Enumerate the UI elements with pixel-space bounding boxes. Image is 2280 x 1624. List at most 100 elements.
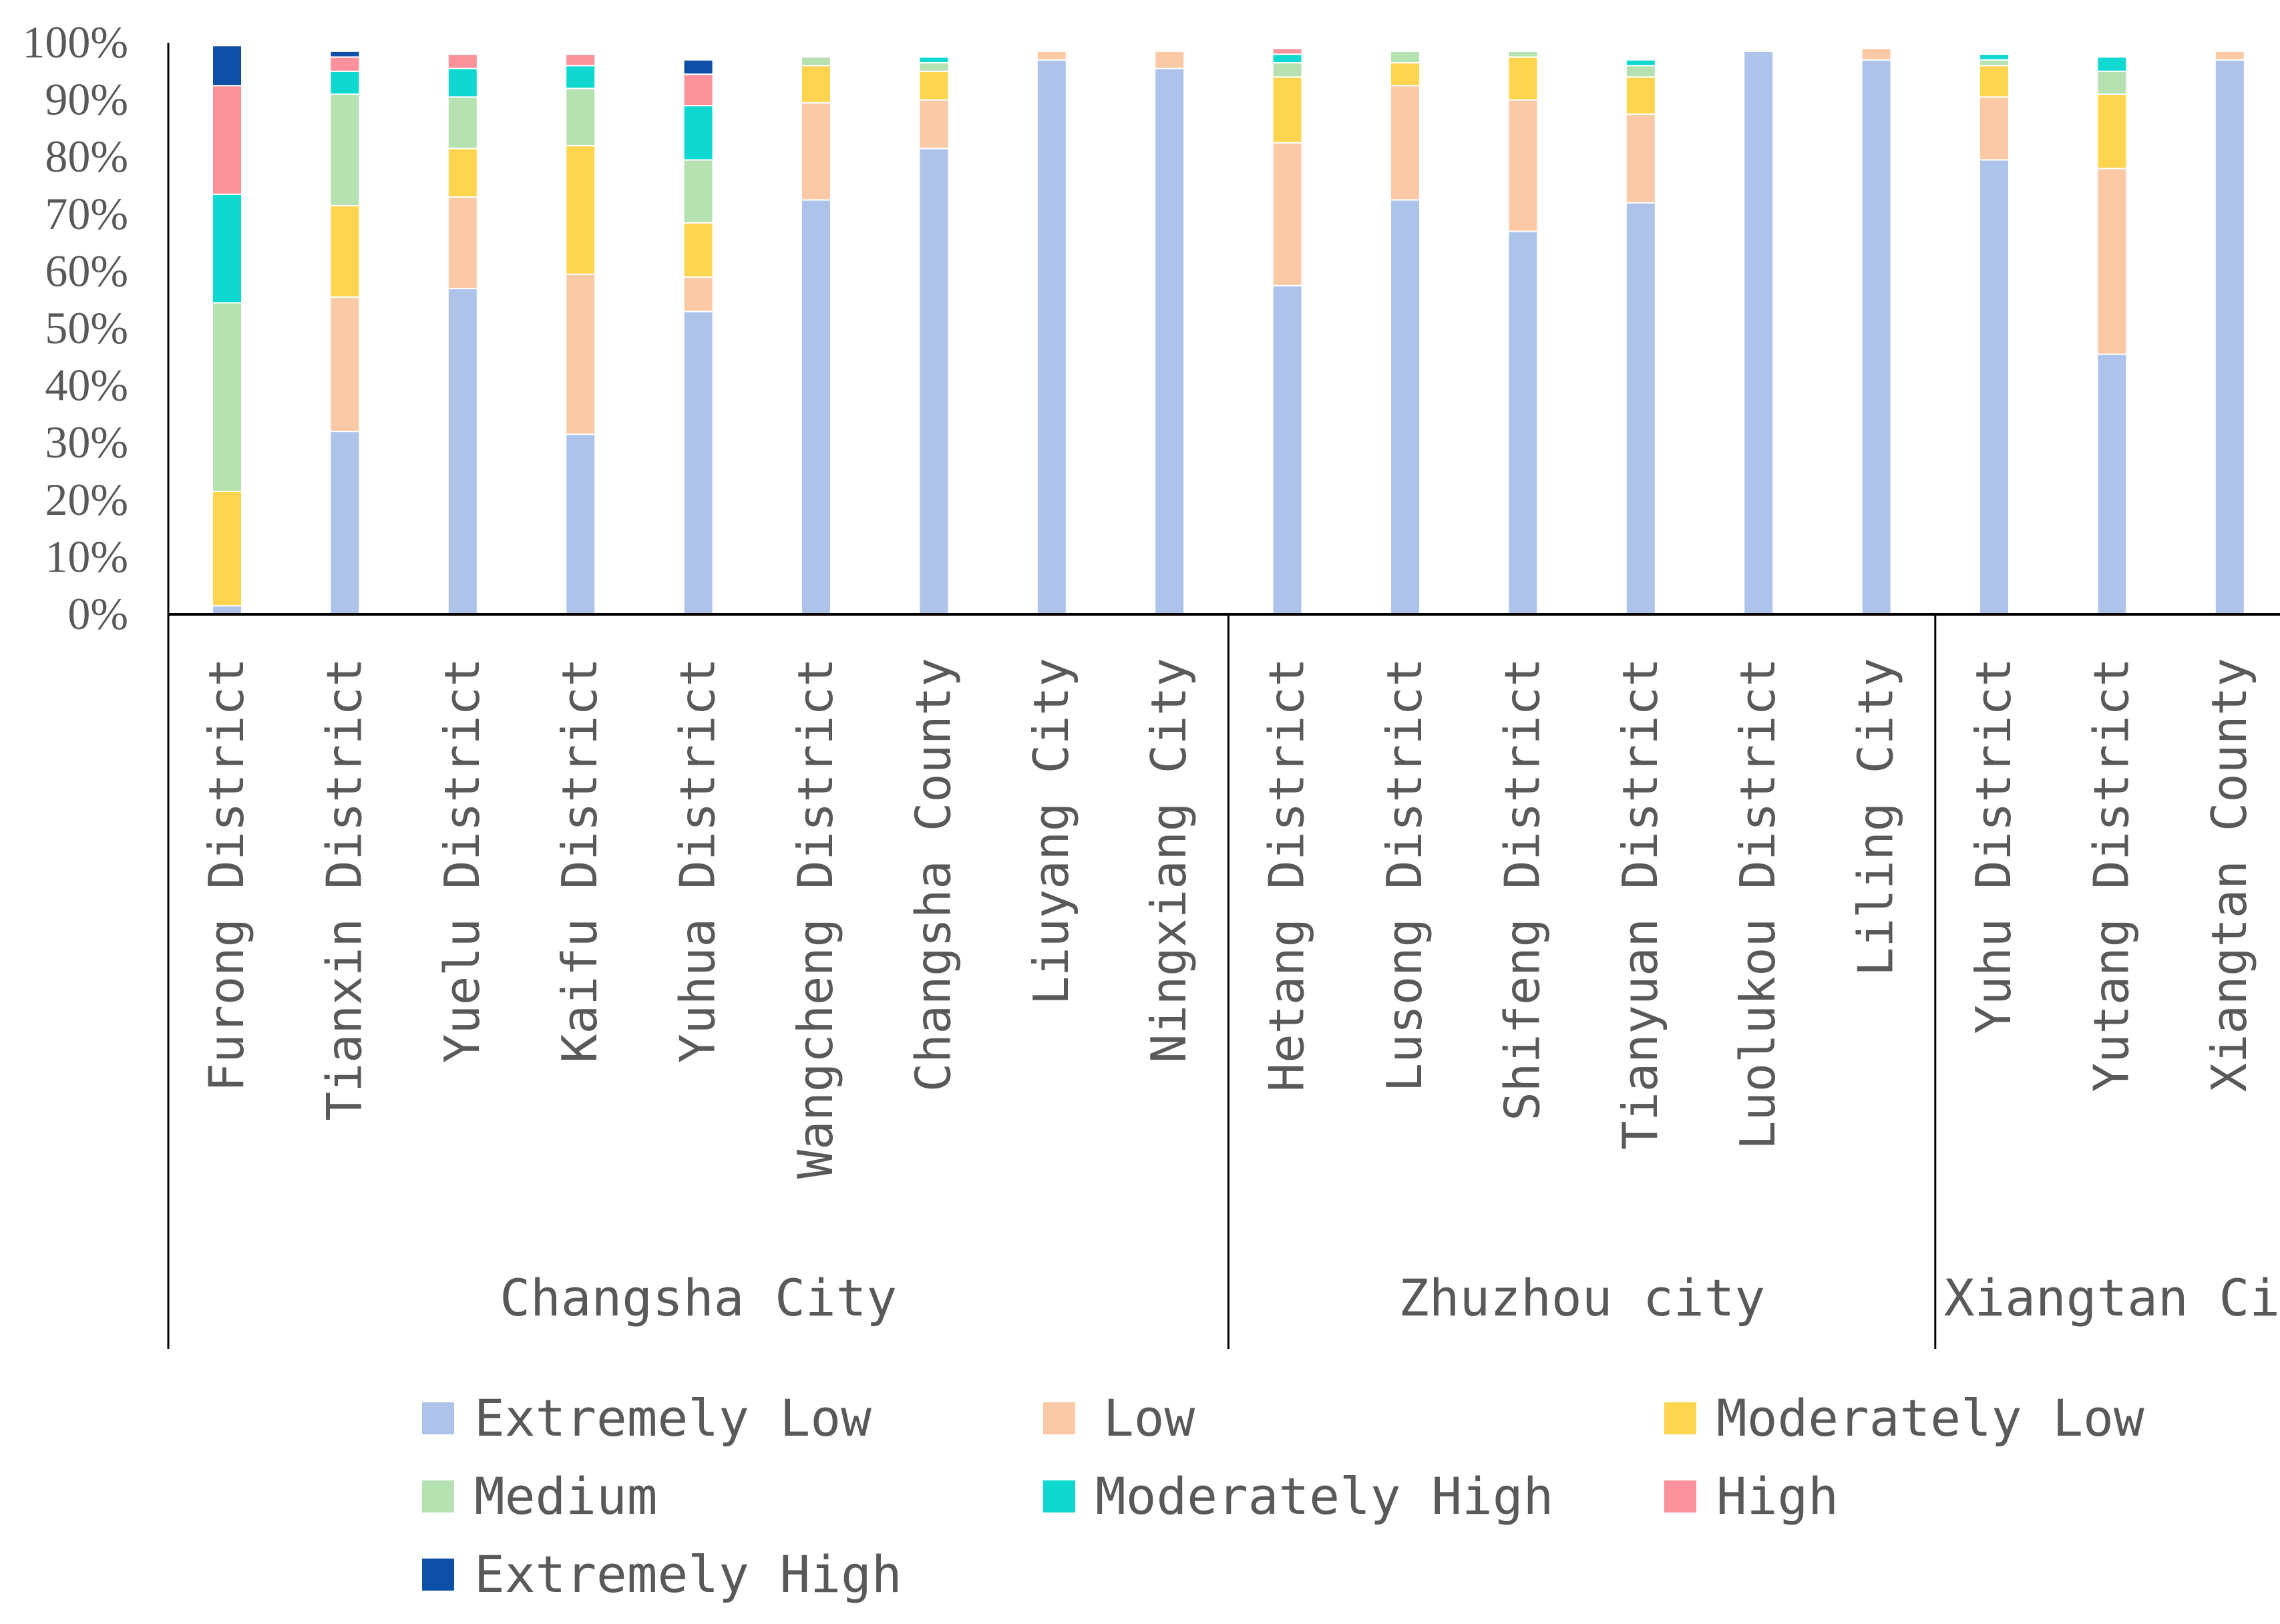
- bar-segment-kaifu-district-medium: [565, 87, 596, 147]
- bar-segment-yuhu-district-moderately-high: [1979, 53, 2010, 61]
- bar-segment-tianyuan-district-moderately-low: [1625, 76, 1656, 115]
- bar-segment-shifeng-district-moderately-low: [1507, 56, 1539, 101]
- bar-segment-yuhu-district-extremely-low: [1979, 159, 2010, 616]
- bar-segment-tianyuan-district-low: [1625, 114, 1656, 204]
- bar-segment-liuyang-city-low: [1036, 50, 1067, 61]
- legend-swatch-medium: [422, 1480, 454, 1512]
- bar-segment-hetang-district-moderately-high: [1272, 53, 1303, 63]
- y-tick-label: 0%: [67, 588, 128, 639]
- bar-segment-changsha-county-moderately-low: [918, 70, 950, 101]
- x-category-label-lusong-district: Lusong District: [1376, 658, 1433, 1092]
- y-tick-label: 90%: [45, 74, 128, 125]
- bar-segment-hetang-district-medium: [1272, 61, 1303, 78]
- x-category-label-changsha-county: Changsha County: [905, 658, 961, 1092]
- bar-segment-yutang-district-medium: [2096, 70, 2128, 95]
- bar-segment-kaifu-district-moderately-low: [565, 145, 596, 275]
- bar-segment-hetang-district-extremely-low: [1272, 284, 1303, 615]
- bar-segment-hetang-district-high: [1272, 47, 1303, 55]
- bar-segment-hetang-district-low: [1272, 142, 1303, 286]
- y-tick-label: 60%: [45, 245, 128, 296]
- bar-segment-ningxiang-city-low: [1154, 50, 1185, 69]
- x-category-label-yuelu-district: Yuelu District: [434, 658, 490, 1063]
- legend: Extremely Low Low Moderately Low Medium Mode…: [422, 1388, 2144, 1604]
- legend-label-low: Low: [1103, 1388, 1195, 1448]
- x-category-label-hetang-district: Hetang District: [1259, 658, 1315, 1092]
- bar-segment-wangcheng-district-low: [801, 102, 831, 201]
- bar-segment-shifeng-district-low: [1507, 99, 1539, 232]
- legend-label-extremely-low: Extremely Low: [474, 1388, 872, 1448]
- y-tick-label: 20%: [45, 474, 128, 525]
- y-tick-label: 40%: [45, 360, 128, 411]
- bar-segment-yuelu-district-high: [447, 53, 478, 69]
- legend-swatch-low: [1043, 1402, 1075, 1434]
- bar-segment-lusong-district-medium: [1390, 50, 1420, 63]
- bar-segment-hetang-district-moderately-low: [1272, 76, 1303, 144]
- bar-segment-yuelu-district-moderately-high: [447, 67, 478, 98]
- bar-segment-yuelu-district-extremely-low: [447, 288, 478, 615]
- bar-segment-changsha-county-medium: [918, 61, 950, 72]
- x-category-label-tianxin-district: Tianxin District: [316, 658, 372, 1121]
- bar-segment-tianyuan-district-medium: [1625, 65, 1656, 78]
- x-category-label-liuyang-city: Liuyang City: [1023, 658, 1079, 1005]
- bar-segment-liling-city-extremely-low: [1861, 59, 1892, 616]
- legend-swatch-extremely-high: [422, 1559, 454, 1591]
- y-tick-labels: 0% 10% 20% 30% 40% 50% 60% 70% 80% 90% 100%: [22, 17, 128, 639]
- y-tick-label: 100%: [22, 17, 128, 67]
- legend-label-moderately-low: Moderately Low: [1716, 1388, 2144, 1448]
- legend-swatch-high: [1664, 1480, 1696, 1512]
- x-category-label-shifeng-district: Shifeng District: [1494, 658, 1550, 1121]
- bar-segment-liling-city-low: [1861, 47, 1892, 61]
- y-tick-label: 70%: [45, 188, 128, 239]
- bar-segment-yuelu-district-low: [447, 196, 478, 290]
- bar-segment-tianxin-district-medium: [329, 93, 361, 206]
- bar-segment-shifeng-district-medium: [1507, 50, 1539, 58]
- bar-segment-tianxin-district-high: [329, 56, 361, 72]
- bar-segment-wangcheng-district-moderately-low: [801, 65, 831, 104]
- bar-segment-tianyuan-district-extremely-low: [1625, 202, 1656, 615]
- bar-segment-kaifu-district-moderately-high: [565, 65, 596, 89]
- bar-segment-yuhua-district-high: [683, 73, 714, 107]
- y-tick-label: 50%: [45, 302, 128, 353]
- x-category-label-yuhua-district: Yuhua District: [670, 658, 726, 1063]
- bar-segment-yuhua-district-moderately-high: [683, 105, 714, 161]
- bar-segment-lusong-district-low: [1390, 85, 1420, 201]
- bar-segment-tianyuan-district-moderately-high: [1625, 59, 1656, 67]
- legend-label-moderately-high: Moderately High: [1095, 1466, 1553, 1526]
- bar-segment-yutang-district-low: [2096, 168, 2128, 355]
- bar-segment-wangcheng-district-extremely-low: [801, 199, 831, 615]
- bar-segment-yuelu-district-moderately-low: [447, 148, 478, 198]
- x-category-label-wangcheng-district: Wangcheng District: [787, 658, 843, 1179]
- y-tick-label: 80%: [45, 131, 128, 182]
- bar-segment-yuhua-district-low: [683, 276, 714, 313]
- bar-segment-yuhu-district-medium: [1979, 59, 2010, 67]
- group-label-changsha-city: Changsha City: [500, 1268, 897, 1328]
- x-category-label-yuhu-district: Yuhu District: [1965, 658, 2022, 1034]
- bar-segment-wangcheng-district-medium: [801, 56, 831, 67]
- bar-segment-ningxiang-city-extremely-low: [1154, 67, 1185, 615]
- bar-segment-xiangtan-county-extremely-low: [2214, 59, 2245, 616]
- group-label-zhuzhou-city: Zhuzhou city: [1398, 1268, 1765, 1328]
- bar-segment-yuhua-district-medium: [683, 159, 714, 224]
- bar-segment-lusong-district-moderately-low: [1390, 61, 1420, 87]
- bar-segment-tianxin-district-extremely-low: [329, 431, 361, 616]
- x-category-label-xiangtan-county: Xiangtan County: [2201, 658, 2257, 1092]
- axes-layer: [167, 43, 2280, 1349]
- bar-segment-changsha-county-moderately-high: [918, 56, 950, 63]
- bar-segment-furong-district-extremely-high: [212, 45, 242, 87]
- x-category-label-ningxiang-city: Ningxiang City: [1141, 658, 1197, 1063]
- bar-segment-luolukou-district-extremely-low: [1743, 50, 1774, 615]
- bars-layer: [212, 45, 2245, 616]
- bar-segment-yuhua-district-moderately-low: [683, 222, 714, 278]
- x-category-label-kaifu-district: Kaifu District: [552, 658, 608, 1063]
- bar-segment-furong-district-moderately-low: [212, 490, 242, 607]
- bar-segment-yutang-district-extremely-low: [2096, 353, 2128, 616]
- bar-segment-furong-district-moderately-high: [212, 193, 242, 304]
- group-label-xiangtan-ci: Xiangtan Ci: [1944, 1268, 2280, 1328]
- x-category-labels: Furong District Tianxin District Yuelu Dis…: [198, 658, 2257, 1179]
- bar-segment-yuhua-district-extremely-low: [683, 311, 714, 615]
- x-category-label-furong-district: Furong District: [198, 658, 254, 1092]
- bar-segment-yuelu-district-medium: [447, 96, 478, 150]
- bar-segment-tianxin-district-moderately-high: [329, 70, 361, 95]
